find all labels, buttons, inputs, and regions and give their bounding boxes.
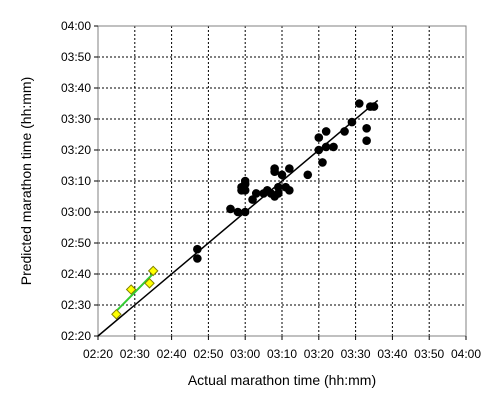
data-point-circle [233, 207, 243, 217]
x-tick-label: 03:50 [414, 347, 444, 361]
y-axis-title: Predicted marathon time (hh:mm) [18, 77, 34, 286]
x-tick-label: 02:20 [83, 347, 113, 361]
y-tick-label: 03:20 [61, 143, 91, 157]
data-point-circle [369, 102, 379, 111]
x-axis-title: Actual marathon time (hh:mm) [188, 372, 376, 388]
y-tick-label: 03:50 [61, 50, 91, 64]
y-tick-label: 02:30 [61, 298, 91, 312]
y-tick-label: 03:30 [61, 112, 91, 126]
data-point-circle [285, 164, 294, 173]
data-point-circle [274, 189, 283, 198]
x-tick-label: 03:10 [267, 347, 297, 361]
data-point-circle [251, 189, 261, 198]
data-point-circle [303, 170, 313, 180]
data-point-circle [340, 127, 349, 136]
green-trend-line [115, 272, 154, 312]
identity-reference-line [97, 99, 379, 337]
yellow-diamond-series [111, 265, 159, 320]
data-point-circle [226, 204, 235, 214]
data-point-circle [321, 142, 331, 152]
x-tick-label: 03:00 [230, 347, 260, 361]
data-point-circle [314, 145, 324, 155]
black-circle-series [193, 99, 379, 263]
y-tick-label: 03:40 [61, 81, 91, 95]
data-point-diamond [147, 265, 159, 277]
x-tick-label: 02:50 [193, 347, 223, 361]
x-tick-label: 03:40 [377, 347, 407, 361]
data-point-circle [285, 186, 294, 195]
y-tick-label: 03:00 [61, 205, 91, 219]
gridlines [98, 26, 466, 336]
y-tick-label: 02:20 [61, 329, 91, 343]
x-axis-ticks: 02:20 02:30 02:40 02:50 03:00 03:10 03:20 03:30… [83, 336, 481, 361]
data-point-circle [193, 254, 202, 263]
data-point-circle [314, 133, 324, 142]
y-tick-label: 02:40 [61, 267, 91, 281]
data-point-circle [240, 207, 250, 217]
x-tick-label: 02:40 [157, 347, 187, 361]
data-point-diamond [144, 277, 155, 289]
x-tick-label: 02:30 [120, 347, 150, 361]
data-point-circle [248, 195, 257, 204]
data-point-circle [362, 124, 371, 133]
y-tick-label: 03:10 [61, 174, 91, 188]
x-tick-label: 03:20 [304, 347, 334, 361]
data-point-circle [347, 117, 357, 127]
data-point-circle [274, 182, 283, 192]
data-point-diamond [111, 308, 122, 320]
data-point-circle [329, 142, 338, 152]
x-tick-label: 04:00 [451, 347, 481, 361]
y-tick-label: 04:00 [61, 19, 91, 33]
data-point-circle [321, 127, 331, 136]
data-point-circle [193, 244, 202, 254]
x-tick-label: 03:30 [341, 347, 371, 361]
data-point-circle [318, 158, 327, 167]
data-point-circle [277, 170, 287, 180]
data-point-circle [354, 99, 364, 108]
data-point-circle [240, 179, 250, 189]
y-tick-label: 02:50 [61, 236, 91, 250]
data-point-circle [362, 136, 371, 145]
data-point-circle [270, 167, 279, 176]
data-point-diamond [125, 284, 137, 295]
data-point-circle [240, 186, 250, 195]
y-axis-ticks: 02:20 02:30 02:40 02:50 03:00 03:10 03:20 03:30… [61, 19, 98, 343]
